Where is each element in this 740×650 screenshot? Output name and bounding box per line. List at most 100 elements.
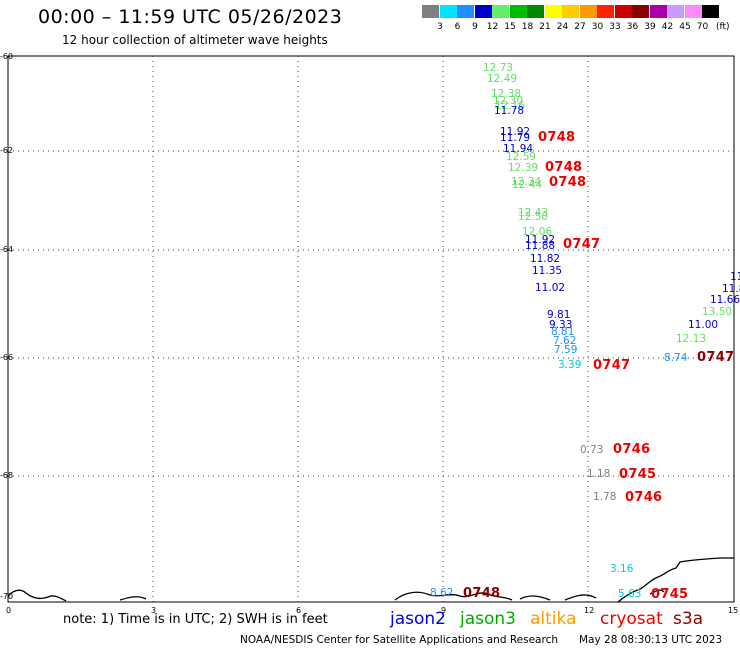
wave-height-label: 11.02 — [535, 282, 566, 294]
legend-swatch — [702, 5, 719, 18]
wave-height-label: 5.63 — [618, 588, 642, 600]
wave-height-label: 12.50 — [518, 211, 549, 223]
wave-height-label: 8.81 — [551, 326, 575, 338]
legend-tick-label: 30 — [591, 22, 604, 32]
satellite-s3a: s3a — [673, 609, 704, 629]
wave-height-label: 11.94 — [503, 143, 534, 155]
legend-swatch — [439, 5, 457, 18]
wave-height-label: 11 — [730, 271, 740, 283]
wave-height-label: 11.79 — [500, 132, 531, 144]
wave-height-label: 12.49 — [487, 73, 518, 85]
legend-swatch — [614, 5, 632, 18]
wave-height-label: 12.44 — [512, 179, 543, 191]
legend-swatch — [667, 5, 684, 18]
pass-time-label: 0747 — [697, 350, 735, 365]
legend-swatch — [509, 5, 527, 18]
legend-unit: (ft) — [716, 22, 730, 32]
legend-swatch — [457, 5, 474, 18]
pass-time-label: 0748 — [463, 586, 501, 601]
footer-note: note: 1) Time is in UTC; 2) SWH is in fe… — [63, 612, 328, 627]
wave-height-label: 11.88 — [525, 240, 556, 252]
legend-swatch — [544, 5, 562, 18]
wave-height-label: 12.34 — [511, 176, 542, 188]
lon-label-0: 0 — [6, 606, 12, 615]
pass-time-label: 0746 — [625, 490, 663, 505]
wave-height-label: 7.62 — [553, 335, 577, 347]
legend-tick-label: 3 — [437, 22, 443, 32]
wave-height-label: 0.73 — [580, 444, 604, 456]
wave-height-label: 11.92 — [525, 234, 556, 246]
legend-swatch — [684, 5, 702, 18]
wave-height-label: 11.8 — [722, 283, 740, 295]
map-title: 00:00 – 11:59 UTC 05/26/2023 — [38, 6, 343, 28]
footer-timestamp: May 28 08:30:13 UTC 2023 — [579, 634, 723, 646]
lat-label-68: -68 — [0, 471, 14, 480]
legend-tick-label: 12 — [486, 22, 499, 32]
legend-swatch — [492, 5, 509, 18]
wave-height-label: 8.62 — [430, 587, 454, 599]
wave-height-label: 12.38 — [491, 88, 522, 100]
wave-height-label: 12.06 — [522, 226, 553, 238]
antarctic-coastline — [7, 557, 734, 603]
wave-height-label: 11.92 — [500, 126, 531, 138]
legend-tick-label: 36 — [626, 22, 639, 32]
wave-height-label: 12.13 — [676, 333, 707, 345]
wave-height-label: 11.35 — [532, 265, 563, 277]
wave-height-label: 12.59 — [506, 151, 537, 163]
satellite-jason2: jason2 — [390, 609, 446, 629]
wave-height-label: 12.30 — [493, 95, 524, 107]
legend-tick-label: 70 — [696, 22, 709, 32]
legend-tick-label: 21 — [539, 22, 551, 32]
map-subtitle: 12 hour collection of altimeter wave hei… — [62, 33, 328, 47]
wave-height-label: 7.59 — [554, 344, 578, 356]
satellite-jason3: jason3 — [460, 609, 516, 629]
pass-time-label: 0746 — [613, 442, 651, 457]
lat-label-62: -62 — [0, 146, 14, 155]
lon-label-12: 12 — [584, 606, 595, 615]
legend-swatch — [474, 5, 492, 18]
lat-label-64: -64 — [0, 245, 14, 254]
satellite-altika: altika — [530, 609, 577, 629]
wave-height-label: 3.39 — [558, 359, 582, 371]
pass-time-label: 0748 — [538, 130, 576, 145]
legend-swatch — [422, 5, 439, 18]
legend-swatch — [562, 5, 579, 18]
footer-credit: NOAA/NESDIS Center for Satellite Applica… — [240, 634, 558, 646]
legend-tick-label: 9 — [472, 22, 478, 32]
pass-time-label: 0745 — [619, 467, 657, 482]
pass-time-label: 0747 — [593, 358, 631, 373]
graticule — [8, 56, 734, 602]
lon-label-3: 3 — [151, 606, 157, 615]
legend-tick-label: 33 — [609, 22, 621, 32]
wave-height-label: 1.18 — [587, 468, 611, 480]
wave-height-label: 8.74 — [664, 352, 688, 364]
wave-height-label: 13.50 — [702, 306, 733, 318]
satellite-cryosat: cryosat — [600, 609, 663, 629]
lat-label-70: -70 — [0, 592, 14, 601]
lon-label-9: 9 — [441, 606, 447, 615]
lon-label-15: 15 — [728, 606, 739, 615]
wave-height-label: 12.73 — [483, 62, 514, 74]
pass-time-label: 0745 — [651, 587, 689, 602]
legend-tick-label: 45 — [679, 22, 691, 32]
wave-height-label: 12.43 — [518, 207, 549, 219]
wave-height-label: 11.82 — [530, 253, 561, 265]
wave-height-label: 12.39 — [508, 162, 539, 174]
legend-tick-label: 6 — [454, 22, 461, 32]
wave-height-label: 1.78 — [593, 491, 617, 503]
pass-time-label: 0747 — [563, 237, 601, 252]
legend-tick-label: 15 — [504, 22, 516, 32]
legend-swatch — [632, 5, 649, 18]
wave-height-label: 11.00 — [688, 319, 719, 331]
legend-tick-label: 42 — [661, 22, 674, 32]
lat-label-60: -60 — [0, 52, 14, 61]
pass-time-label: 0748 — [549, 175, 587, 190]
wave-height-label: 11.78 — [494, 105, 525, 117]
legend-tick-label: 24 — [556, 22, 569, 32]
legend-swatch — [649, 5, 667, 18]
lat-label-66: -66 — [0, 353, 14, 362]
legend-swatch — [597, 5, 614, 18]
legend-swatch — [579, 5, 597, 18]
legend-tick-label: 18 — [521, 22, 534, 32]
